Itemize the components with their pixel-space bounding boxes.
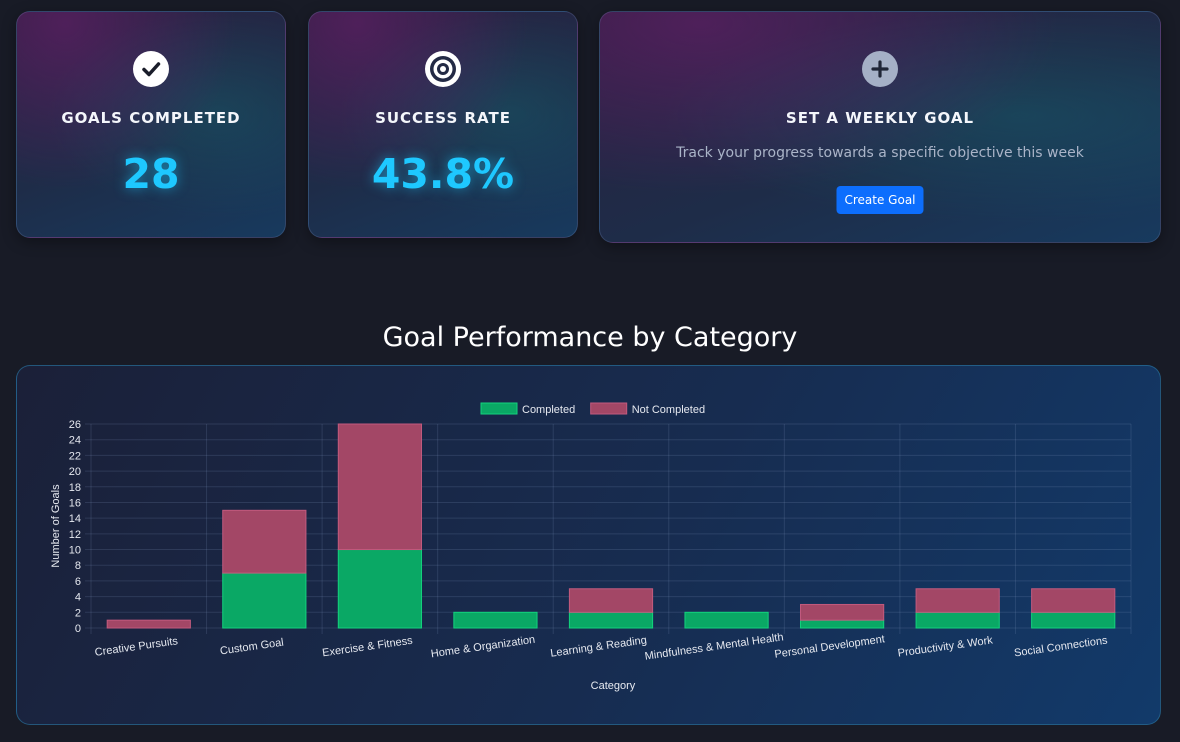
y-tick-label: 24 [69, 435, 81, 447]
y-tick-label: 16 [69, 497, 81, 509]
y-tick-label: 10 [69, 545, 81, 557]
target-icon [425, 51, 461, 87]
legend-swatch [590, 402, 628, 415]
bar-not-completed [106, 619, 191, 629]
y-tick-label: 26 [69, 419, 81, 431]
goals-completed-card: GOALS COMPLETED 28 [16, 11, 286, 238]
success-rate-value: 43.8% [371, 150, 515, 198]
success-rate-title: SUCCESS RATE [375, 109, 511, 127]
bar-completed [453, 611, 538, 629]
success-rate-card: SUCCESS RATE 43.8% [308, 11, 578, 238]
x-tick-label: Personal Development [774, 633, 886, 660]
y-tick-label: 6 [75, 576, 81, 588]
bar-completed [800, 619, 885, 629]
y-tick-label: 0 [75, 623, 81, 635]
y-tick-label: 22 [69, 450, 81, 462]
weekly-goal-title: SET A WEEKLY GOAL [785, 109, 975, 127]
bar-not-completed [915, 588, 1000, 613]
create-goal-button[interactable]: Create Goal [836, 186, 924, 214]
section-title: Goal Performance by Category [382, 322, 798, 353]
goals-completed-value: 28 [122, 150, 180, 198]
x-tick-label: Home & Organization [430, 634, 536, 661]
x-tick-label: Exercise & Fitness [322, 635, 414, 660]
y-tick-label: 18 [69, 482, 81, 494]
bar-not-completed [337, 423, 422, 551]
bar-completed [222, 572, 307, 629]
legend-label: Not Completed [632, 404, 705, 416]
x-tick-label: Custom Goal [219, 637, 284, 658]
bar-not-completed [568, 588, 654, 613]
weekly-goal-description: Track your progress towards a specific o… [676, 145, 1084, 161]
bar-not-completed [222, 509, 307, 574]
y-tick-label: 4 [75, 592, 81, 604]
bar-completed [568, 611, 654, 629]
x-tick-label: Social Connections [1013, 634, 1108, 659]
legend-swatch [480, 402, 518, 415]
legend-label: Completed [522, 404, 575, 416]
x-tick-label: Mindfulness & Mental Health [644, 631, 784, 662]
bar-not-completed [1031, 588, 1116, 613]
y-tick-label: 14 [69, 513, 81, 525]
y-axis-title: Number of Goals [50, 484, 62, 568]
y-tick-label: 2 [75, 607, 81, 619]
x-axis-title: Category [591, 680, 636, 692]
bar-not-completed [800, 603, 885, 621]
plus-circle-icon [862, 51, 898, 87]
y-tick-label: 8 [75, 560, 81, 572]
bar-completed [337, 549, 422, 629]
chart-panel: 0 2 4 6 8 10 12 14 16 18 20 22 24 26 Creative Pursuits… [16, 365, 1161, 725]
x-tick-label: Learning & Reading [550, 634, 648, 659]
bar-completed [915, 611, 1000, 629]
weekly-goal-card: SET A WEEKLY GOAL Track your progress to… [599, 11, 1161, 243]
x-tick-label: Productivity & Work [897, 634, 994, 659]
y-tick-label: 20 [69, 466, 81, 478]
bar-completed [684, 611, 769, 629]
bar-completed [1031, 611, 1116, 629]
check-circle-icon [133, 51, 169, 87]
x-tick-label: Creative Pursuits [94, 635, 179, 659]
goals-completed-title: GOALS COMPLETED [61, 109, 241, 127]
y-tick-label: 12 [69, 529, 81, 541]
